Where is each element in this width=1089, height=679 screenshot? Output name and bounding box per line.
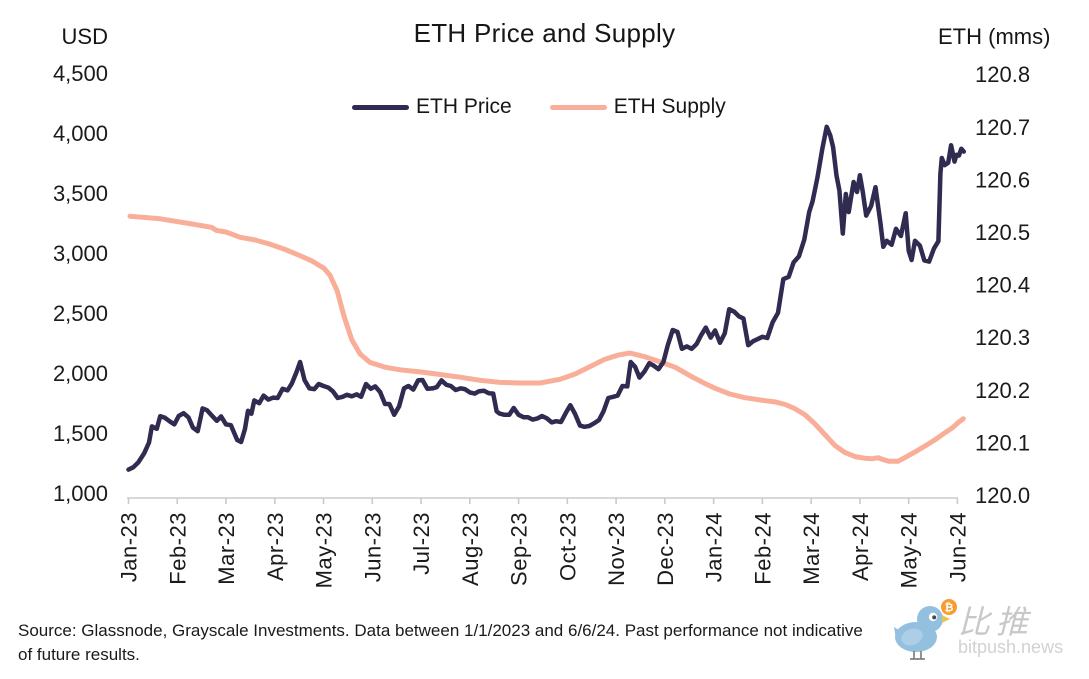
legend-label-eth-price: ETH Price xyxy=(416,95,512,118)
y-right-tick-label: 120.7 xyxy=(975,115,1030,140)
y-right-tick-label: 120.6 xyxy=(975,167,1030,192)
y-right-tick-label: 120.3 xyxy=(975,325,1030,350)
y-left-tick-label: 4,000 xyxy=(53,121,108,146)
legend-label-eth-supply: ETH Supply xyxy=(613,95,726,118)
eth-price-line-swatch-icon xyxy=(352,104,409,110)
y-left-tick-label: 1,500 xyxy=(53,421,108,446)
y-right-tick-label: 120.2 xyxy=(975,378,1030,403)
x-tick-label: Feb-23 xyxy=(165,512,190,585)
y-left-tick-label: 2,000 xyxy=(53,361,108,386)
watermark-bird-icon: ₿ xyxy=(894,599,957,660)
legend-item-eth-supply: ETH Supply xyxy=(549,95,726,119)
left-axis-title: USD xyxy=(61,24,108,49)
eth-supply-line-swatch-icon xyxy=(549,104,607,110)
x-tick-label: Jun-23 xyxy=(360,512,385,582)
svg-text:₿: ₿ xyxy=(945,601,954,614)
x-tick-label: Oct-23 xyxy=(555,512,580,581)
chart-title: ETH Price and Supply xyxy=(413,18,676,48)
x-tick-label: Nov-23 xyxy=(604,512,629,586)
eth-supply-line xyxy=(127,213,966,464)
x-tick-label: Apr-24 xyxy=(848,512,873,581)
x-tick-label: Sep-23 xyxy=(507,512,532,586)
x-tick-label: Jan-24 xyxy=(702,512,727,582)
y-right-tick-label: 120.0 xyxy=(975,483,1030,508)
x-tick-label: Feb-24 xyxy=(750,512,775,585)
x-tick-label: May-23 xyxy=(312,512,337,588)
x-tick-label: May-24 xyxy=(897,512,922,588)
x-tick-label: Aug-23 xyxy=(458,512,483,586)
source-note-line1: Source: Glassnode, Grayscale Investments… xyxy=(18,621,863,640)
x-tick-label: Jul-23 xyxy=(409,512,434,575)
y-left-tick-label: 3,500 xyxy=(53,181,108,206)
y-left-tick-label: 1,000 xyxy=(53,481,108,506)
source-note: Source: Glassnode, Grayscale Investments… xyxy=(18,619,863,667)
x-tick-label: Mar-24 xyxy=(799,512,824,585)
y-left-tick-label: 3,000 xyxy=(53,241,108,266)
y-left-tick-label: 2,500 xyxy=(53,301,108,326)
y-right-tick-label: 120.5 xyxy=(975,220,1030,245)
legend-item-eth-price: ETH Price xyxy=(352,95,512,119)
x-tick-label: Jun-24 xyxy=(945,512,970,582)
x-tick-label: Jan-23 xyxy=(117,512,142,582)
chart-legend: ETH Price ETH Supply xyxy=(352,95,726,119)
y-right-tick-label: 120.4 xyxy=(975,273,1030,298)
x-tick-label: Mar-23 xyxy=(214,512,239,585)
x-tick-label: Apr-23 xyxy=(263,512,288,581)
right-axis-title: ETH (mms) xyxy=(938,24,1051,49)
source-note-line2: of future results. xyxy=(18,645,140,664)
watermark-cn-name: 比推 xyxy=(958,604,1035,640)
y-left-tick-label: 4,500 xyxy=(53,61,108,86)
eth-price-line xyxy=(126,124,967,472)
y-right-tick-label: 120.8 xyxy=(975,62,1030,87)
x-tick-label: Dec-23 xyxy=(653,512,678,586)
y-right-tick-label: 120.1 xyxy=(975,430,1030,455)
bitcoin-icon: ₿ xyxy=(941,599,957,615)
watermark-domain: bitpush.news xyxy=(958,637,1064,657)
watermark: ₿ 比推 bitpush.news xyxy=(888,597,1088,677)
